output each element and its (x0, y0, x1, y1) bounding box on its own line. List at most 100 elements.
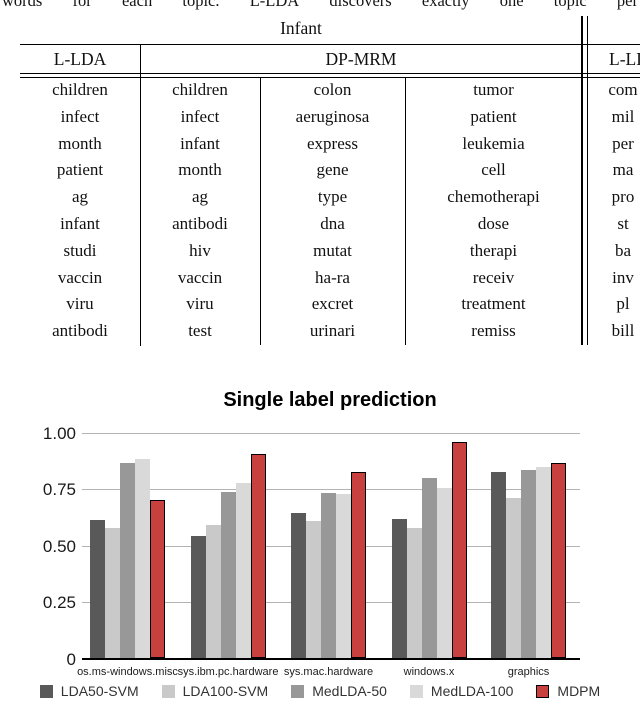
chart-legend: LDA50-SVM LDA100-SVM MedLDA-50 MedLDA-100 MD… (0, 681, 640, 701)
caption-word: discovers (329, 0, 392, 10)
topic-word: pro (611, 187, 635, 207)
bar-medlda-100-sys.ibm.pc.hardware (235, 482, 251, 659)
topic-word: antibodi (52, 321, 108, 341)
legend-swatch-icon (39, 684, 53, 698)
topic-word: antibodi (172, 213, 228, 233)
topic-word: remiss (471, 321, 516, 341)
bar-medlda-100-sys.mac.hardware (336, 493, 351, 659)
cropped-caption-text: words for each topic. L-LDA discovers exactly o… (2, 0, 638, 11)
bar-mdpm-sys.mac.hardware (351, 472, 366, 659)
table-vline-llda-dpmrm (139, 43, 141, 346)
caption-word: exactly (421, 0, 470, 10)
bar-lda50-svm-graphics (491, 472, 506, 659)
bar-lda100-svm-windows.x (406, 527, 422, 659)
bar-medlda-50-windows.x (421, 478, 437, 659)
bar-lda100-svm-sys.mac.hardware (306, 520, 321, 659)
legend-label: MedLDA-50 (312, 683, 387, 699)
table-vline-col2-col3 (260, 77, 261, 345)
bar-mdpm-os.ms-windows.misc (150, 499, 165, 659)
caption-word: one (499, 0, 524, 10)
bar-mdpm-windows.x (451, 442, 467, 659)
legend-item-mdpm: MDPM (536, 683, 600, 699)
topic-word: dna (320, 213, 345, 233)
legend-label: LDA100-SVM (182, 683, 269, 699)
topic-word: children (172, 80, 228, 99)
bar-lda100-svm-os.ms-windows.misc (105, 527, 120, 659)
table-header-double-rule-a (20, 73, 640, 74)
table-double-vline-b (586, 16, 588, 345)
topic-word: inv (612, 267, 634, 287)
topic-word: patient (470, 106, 517, 126)
topic-word: type (317, 187, 348, 207)
bar-lda100-svm-graphics (506, 498, 521, 659)
topic-word: aeruginosa (295, 106, 370, 126)
x-axis-category-label: os.ms-windows.misc (77, 666, 178, 678)
topic-word: receiv (472, 267, 515, 287)
bar-mdpm-sys.ibm.pc.hardware (250, 454, 266, 659)
table-header-next-cropped: L-LDA (609, 49, 640, 69)
legend-swatch-icon (291, 684, 305, 698)
dp-mrm-topic-column-2: colon aeruginosa express gene type dna mutat ha… (260, 77, 405, 345)
table-header-l-lda: L-LDA (53, 49, 107, 69)
table-top-rule (20, 43, 640, 45)
topic-word: mutat (313, 240, 352, 260)
gridline (82, 489, 580, 491)
bar-medlda-100-windows.x (436, 488, 452, 659)
topic-word: vaccin (177, 267, 223, 287)
caption-word: per (616, 0, 638, 10)
topic-word: studi (63, 240, 97, 260)
legend-label: LDA50-SVM (60, 683, 139, 699)
caption-word: each (121, 0, 153, 10)
topic-word: com (608, 80, 638, 99)
topic-word: vaccin (57, 267, 103, 287)
legend-label: MedLDA-100 (430, 683, 514, 699)
topic-word: viru (66, 294, 94, 314)
caption-word: L-LDA (249, 0, 300, 10)
table-header-dp-mrm: DP-MRM (325, 49, 397, 69)
bar-medlda-50-os.ms-windows.misc (120, 463, 135, 659)
bar-mdpm-graphics (551, 463, 566, 659)
topic-word: pl (616, 294, 630, 314)
y-axis-tick-label: 0.50 (42, 536, 76, 556)
legend-swatch-icon (161, 684, 175, 698)
topic-word: cell (481, 160, 506, 180)
y-axis-tick-label: 0 (66, 649, 76, 669)
x-axis-category-label: sys.ibm.pc.hardware (177, 666, 279, 678)
topic-word: patient (56, 160, 104, 180)
topic-word: express (307, 133, 358, 153)
bar-lda50-svm-sys.mac.hardware (291, 513, 306, 659)
topic-word: dose (477, 213, 510, 233)
topic-word: infant (180, 133, 220, 153)
bar-medlda-100-os.ms-windows.misc (135, 458, 150, 659)
x-axis-category-label: windows.x (403, 666, 455, 678)
bar-medlda-50-graphics (521, 470, 536, 659)
l-lda-topic-column: children infect month patient ag infant studi v… (20, 77, 140, 345)
y-axis-tick-label: 1.00 (42, 424, 76, 443)
topic-word: chemotherapi (447, 187, 540, 207)
topic-word: gene (316, 160, 349, 180)
topic-word: month (58, 133, 102, 153)
legend-item-medlda-100: MedLDA-100 (409, 683, 514, 699)
legend-label: MDPM (557, 683, 601, 699)
caption-word: topic (553, 0, 587, 10)
legend-item-lda100-svm: LDA100-SVM (161, 683, 269, 699)
dp-mrm-topic-column-3: tumor patient leukemia cell chemotherapi dose… (405, 77, 582, 345)
topic-word: therapi (469, 240, 518, 260)
table-double-vline-a (581, 16, 583, 345)
dp-mrm-topic-column-1: children infect infant month ag antibodi hiv va… (140, 77, 260, 345)
chart-title: Single label prediction (223, 389, 437, 411)
topic-word: mil (611, 106, 635, 126)
topic-word: ag (71, 187, 89, 207)
x-axis-category-label: sys.mac.hardware (283, 666, 374, 678)
bar-lda50-svm-windows.x (391, 518, 407, 659)
topic-word: hiv (189, 240, 211, 260)
topic-word: children (52, 80, 108, 99)
bar-lda50-svm-os.ms-windows.misc (90, 519, 105, 659)
caption-word: topic. (182, 0, 220, 10)
y-axis-tick-label: 0.75 (42, 480, 76, 500)
legend-swatch-icon (536, 684, 550, 698)
topic-word: infant (60, 213, 100, 233)
bar-lda100-svm-sys.ibm.pc.hardware (205, 525, 221, 659)
x-axis-line (82, 657, 580, 660)
